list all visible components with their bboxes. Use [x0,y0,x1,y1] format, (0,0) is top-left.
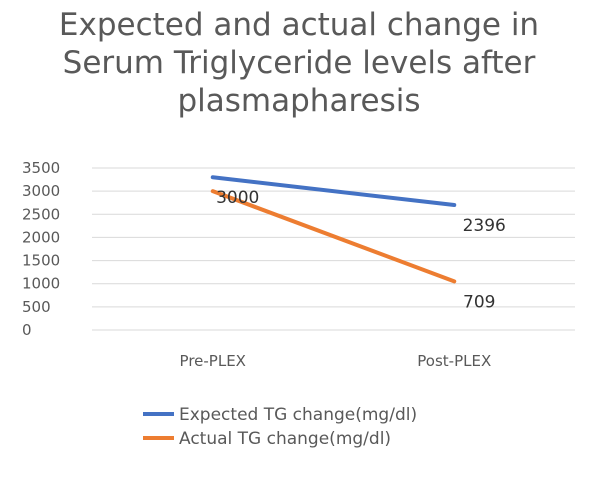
y-tick-label: 3500 [22,159,60,177]
series-line [210,175,457,208]
y-tick-label: 3000 [22,182,60,200]
y-tick-label: 0 [22,321,32,339]
series-lines [210,175,457,284]
y-tick-label: 1000 [22,275,60,293]
chart-title-line-1: Expected and actual change in [58,7,540,43]
chart-title-line-3: plasmapharesis [177,83,421,119]
series-line [210,189,457,284]
y-axis: 0 500 1000 1500 2000 2500 3000 3500 [22,159,60,339]
legend: Expected TG change(mg/dl) Actual TG chang… [143,405,417,449]
y-tick-label: 1500 [22,252,60,270]
data-label: 3000 [216,188,259,208]
data-label: 709 [463,292,495,312]
x-tick-label: Pre-PLEX [180,352,246,370]
y-tick-label: 500 [22,298,51,316]
x-axis: Pre-PLEX Post-PLEX [180,352,492,370]
legend-label: Actual TG change(mg/dl) [179,429,391,449]
y-tick-label: 2500 [22,205,60,223]
legend-label: Expected TG change(mg/dl) [179,405,417,425]
x-tick-label: Post-PLEX [417,352,491,370]
data-labels: 2396 3000 709 [216,188,506,312]
chart-title: Expected and actual change in Serum Trig… [0,6,598,120]
y-tick-label: 2000 [22,228,60,246]
data-label: 2396 [463,216,506,236]
chart-title-line-2: Serum Triglyceride levels after [62,45,536,81]
